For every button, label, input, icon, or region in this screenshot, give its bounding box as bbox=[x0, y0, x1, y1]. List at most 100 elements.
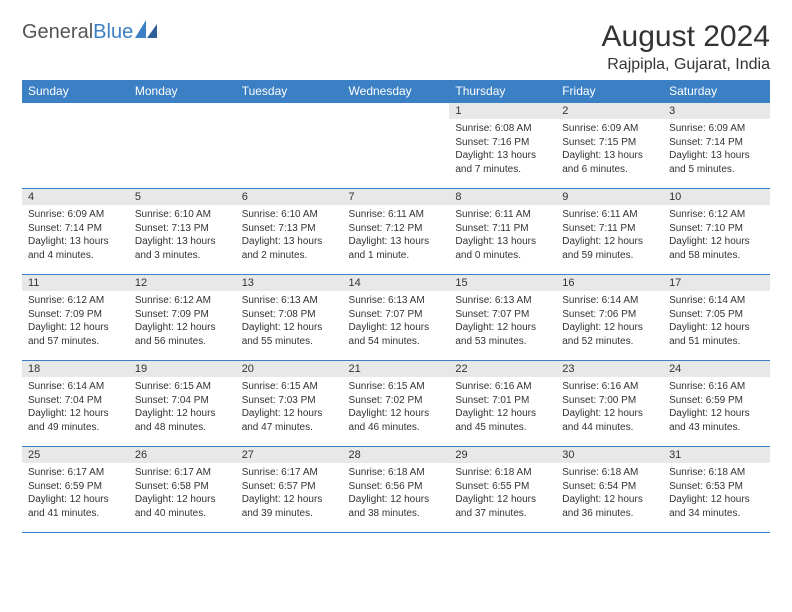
calendar-day-cell: 8Sunrise: 6:11 AMSunset: 7:11 PMDaylight… bbox=[449, 189, 556, 275]
day-details: Sunrise: 6:10 AMSunset: 7:13 PMDaylight:… bbox=[129, 205, 236, 265]
weekday-header: Tuesday bbox=[236, 80, 343, 103]
calendar-day-cell: 26Sunrise: 6:17 AMSunset: 6:58 PMDayligh… bbox=[129, 447, 236, 533]
location: Rajpipla, Gujarat, India bbox=[602, 56, 770, 74]
day-number-bar: 28 bbox=[343, 447, 450, 463]
calendar-day-cell bbox=[236, 103, 343, 189]
calendar-week-row: 18Sunrise: 6:14 AMSunset: 7:04 PMDayligh… bbox=[22, 361, 770, 447]
day-details: Sunrise: 6:15 AMSunset: 7:04 PMDaylight:… bbox=[129, 377, 236, 437]
day-number-bar: 10 bbox=[663, 189, 770, 205]
day-number-bar: 25 bbox=[22, 447, 129, 463]
calendar-day-cell: 29Sunrise: 6:18 AMSunset: 6:55 PMDayligh… bbox=[449, 447, 556, 533]
calendar-day-cell: 20Sunrise: 6:15 AMSunset: 7:03 PMDayligh… bbox=[236, 361, 343, 447]
calendar-day-cell: 12Sunrise: 6:12 AMSunset: 7:09 PMDayligh… bbox=[129, 275, 236, 361]
calendar-day-cell: 6Sunrise: 6:10 AMSunset: 7:13 PMDaylight… bbox=[236, 189, 343, 275]
calendar-day-cell: 22Sunrise: 6:16 AMSunset: 7:01 PMDayligh… bbox=[449, 361, 556, 447]
day-number-bar: 2 bbox=[556, 103, 663, 119]
calendar-head: SundayMondayTuesdayWednesdayThursdayFrid… bbox=[22, 80, 770, 103]
day-number-bar: 24 bbox=[663, 361, 770, 377]
calendar-day-cell bbox=[129, 103, 236, 189]
day-details: Sunrise: 6:14 AMSunset: 7:06 PMDaylight:… bbox=[556, 291, 663, 351]
calendar-day-cell: 1Sunrise: 6:08 AMSunset: 7:16 PMDaylight… bbox=[449, 103, 556, 189]
calendar-week-row: 11Sunrise: 6:12 AMSunset: 7:09 PMDayligh… bbox=[22, 275, 770, 361]
weekday-header: Sunday bbox=[22, 80, 129, 103]
calendar-day-cell: 28Sunrise: 6:18 AMSunset: 6:56 PMDayligh… bbox=[343, 447, 450, 533]
day-number-bar bbox=[22, 103, 129, 119]
day-number-bar: 1 bbox=[449, 103, 556, 119]
day-details: Sunrise: 6:09 AMSunset: 7:15 PMDaylight:… bbox=[556, 119, 663, 179]
day-details: Sunrise: 6:14 AMSunset: 7:04 PMDaylight:… bbox=[22, 377, 129, 437]
day-number-bar bbox=[236, 103, 343, 119]
day-number-bar: 19 bbox=[129, 361, 236, 377]
calendar-day-cell: 17Sunrise: 6:14 AMSunset: 7:05 PMDayligh… bbox=[663, 275, 770, 361]
day-details: Sunrise: 6:08 AMSunset: 7:16 PMDaylight:… bbox=[449, 119, 556, 179]
day-number-bar: 4 bbox=[22, 189, 129, 205]
header: GeneralBlue August 2024 Rajpipla, Gujara… bbox=[22, 20, 770, 74]
day-details: Sunrise: 6:13 AMSunset: 7:08 PMDaylight:… bbox=[236, 291, 343, 351]
day-number-bar: 9 bbox=[556, 189, 663, 205]
day-number-bar: 7 bbox=[343, 189, 450, 205]
day-number-bar: 17 bbox=[663, 275, 770, 291]
month-title: August 2024 bbox=[602, 20, 770, 54]
calendar-day-cell bbox=[343, 103, 450, 189]
calendar-day-cell bbox=[22, 103, 129, 189]
calendar-day-cell: 31Sunrise: 6:18 AMSunset: 6:53 PMDayligh… bbox=[663, 447, 770, 533]
day-details: Sunrise: 6:13 AMSunset: 7:07 PMDaylight:… bbox=[343, 291, 450, 351]
day-details: Sunrise: 6:15 AMSunset: 7:02 PMDaylight:… bbox=[343, 377, 450, 437]
day-number-bar: 29 bbox=[449, 447, 556, 463]
calendar-day-cell: 18Sunrise: 6:14 AMSunset: 7:04 PMDayligh… bbox=[22, 361, 129, 447]
day-number-bar: 13 bbox=[236, 275, 343, 291]
logo-text-gray: General bbox=[22, 21, 93, 44]
calendar-day-cell: 30Sunrise: 6:18 AMSunset: 6:54 PMDayligh… bbox=[556, 447, 663, 533]
weekday-header: Friday bbox=[556, 80, 663, 103]
day-details: Sunrise: 6:12 AMSunset: 7:09 PMDaylight:… bbox=[129, 291, 236, 351]
day-details: Sunrise: 6:15 AMSunset: 7:03 PMDaylight:… bbox=[236, 377, 343, 437]
calendar-day-cell: 3Sunrise: 6:09 AMSunset: 7:14 PMDaylight… bbox=[663, 103, 770, 189]
day-number-bar: 6 bbox=[236, 189, 343, 205]
weekday-row: SundayMondayTuesdayWednesdayThursdayFrid… bbox=[22, 80, 770, 103]
day-number-bar: 20 bbox=[236, 361, 343, 377]
calendar-week-row: 1Sunrise: 6:08 AMSunset: 7:16 PMDaylight… bbox=[22, 103, 770, 189]
calendar-day-cell: 10Sunrise: 6:12 AMSunset: 7:10 PMDayligh… bbox=[663, 189, 770, 275]
day-number-bar: 23 bbox=[556, 361, 663, 377]
calendar-day-cell: 7Sunrise: 6:11 AMSunset: 7:12 PMDaylight… bbox=[343, 189, 450, 275]
day-details: Sunrise: 6:09 AMSunset: 7:14 PMDaylight:… bbox=[663, 119, 770, 179]
calendar-day-cell: 14Sunrise: 6:13 AMSunset: 7:07 PMDayligh… bbox=[343, 275, 450, 361]
sail-icon bbox=[135, 20, 157, 44]
calendar-week-row: 25Sunrise: 6:17 AMSunset: 6:59 PMDayligh… bbox=[22, 447, 770, 533]
calendar-table: SundayMondayTuesdayWednesdayThursdayFrid… bbox=[22, 80, 770, 533]
calendar-day-cell: 2Sunrise: 6:09 AMSunset: 7:15 PMDaylight… bbox=[556, 103, 663, 189]
day-details: Sunrise: 6:16 AMSunset: 7:01 PMDaylight:… bbox=[449, 377, 556, 437]
day-details: Sunrise: 6:18 AMSunset: 6:53 PMDaylight:… bbox=[663, 463, 770, 523]
day-number-bar: 21 bbox=[343, 361, 450, 377]
calendar-day-cell: 24Sunrise: 6:16 AMSunset: 6:59 PMDayligh… bbox=[663, 361, 770, 447]
day-details: Sunrise: 6:18 AMSunset: 6:54 PMDaylight:… bbox=[556, 463, 663, 523]
day-details: Sunrise: 6:11 AMSunset: 7:12 PMDaylight:… bbox=[343, 205, 450, 265]
calendar-body: 1Sunrise: 6:08 AMSunset: 7:16 PMDaylight… bbox=[22, 103, 770, 533]
day-number-bar: 14 bbox=[343, 275, 450, 291]
day-details: Sunrise: 6:18 AMSunset: 6:56 PMDaylight:… bbox=[343, 463, 450, 523]
calendar-day-cell: 13Sunrise: 6:13 AMSunset: 7:08 PMDayligh… bbox=[236, 275, 343, 361]
weekday-header: Wednesday bbox=[343, 80, 450, 103]
day-details: Sunrise: 6:17 AMSunset: 6:58 PMDaylight:… bbox=[129, 463, 236, 523]
weekday-header: Thursday bbox=[449, 80, 556, 103]
day-number-bar: 11 bbox=[22, 275, 129, 291]
calendar-day-cell: 23Sunrise: 6:16 AMSunset: 7:00 PMDayligh… bbox=[556, 361, 663, 447]
day-number-bar: 22 bbox=[449, 361, 556, 377]
calendar-day-cell: 16Sunrise: 6:14 AMSunset: 7:06 PMDayligh… bbox=[556, 275, 663, 361]
logo: GeneralBlue bbox=[22, 20, 157, 44]
calendar-day-cell: 4Sunrise: 6:09 AMSunset: 7:14 PMDaylight… bbox=[22, 189, 129, 275]
day-details: Sunrise: 6:16 AMSunset: 6:59 PMDaylight:… bbox=[663, 377, 770, 437]
calendar-day-cell: 9Sunrise: 6:11 AMSunset: 7:11 PMDaylight… bbox=[556, 189, 663, 275]
day-details: Sunrise: 6:13 AMSunset: 7:07 PMDaylight:… bbox=[449, 291, 556, 351]
day-number-bar: 3 bbox=[663, 103, 770, 119]
day-number-bar: 18 bbox=[22, 361, 129, 377]
calendar-week-row: 4Sunrise: 6:09 AMSunset: 7:14 PMDaylight… bbox=[22, 189, 770, 275]
day-details: Sunrise: 6:14 AMSunset: 7:05 PMDaylight:… bbox=[663, 291, 770, 351]
day-details: Sunrise: 6:10 AMSunset: 7:13 PMDaylight:… bbox=[236, 205, 343, 265]
calendar-day-cell: 21Sunrise: 6:15 AMSunset: 7:02 PMDayligh… bbox=[343, 361, 450, 447]
day-number-bar: 8 bbox=[449, 189, 556, 205]
day-number-bar: 16 bbox=[556, 275, 663, 291]
calendar-page: GeneralBlue August 2024 Rajpipla, Gujara… bbox=[0, 0, 792, 553]
day-details: Sunrise: 6:11 AMSunset: 7:11 PMDaylight:… bbox=[556, 205, 663, 265]
day-number-bar: 5 bbox=[129, 189, 236, 205]
